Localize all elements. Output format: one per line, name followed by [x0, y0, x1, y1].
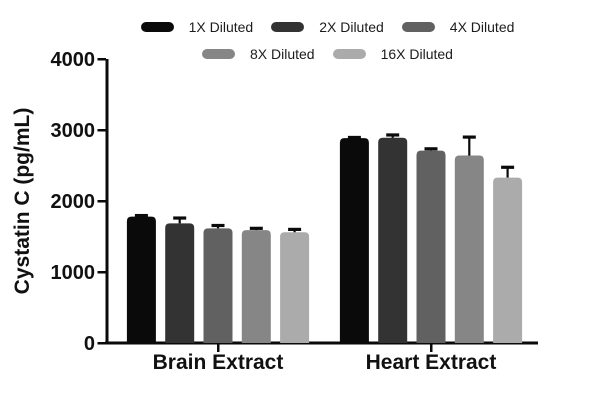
bar: [126, 216, 156, 343]
legend-row: 8X Diluted 16X Diluted: [105, 44, 550, 64]
bar: [280, 232, 310, 343]
x-category-label: Brain Extract: [153, 351, 284, 374]
bar: [241, 230, 271, 343]
bar: [203, 228, 233, 343]
legend-row: 1X Diluted 2X Diluted 4X Diluted: [105, 17, 550, 37]
bar: [493, 177, 523, 343]
legend-label: 8X Diluted: [250, 46, 315, 62]
y-tick-label: 4000: [51, 49, 96, 71]
legend-label: 1X Diluted: [188, 19, 254, 35]
legend-swatch: [202, 49, 235, 59]
x-category-label: Heart Extract: [366, 351, 497, 374]
legend-label: 4X Diluted: [449, 19, 515, 35]
y-axis-title: Cystatin C (pg/mL): [11, 108, 34, 295]
legend: 1X Diluted 2X Diluted 4X Diluted 8X Diluted…: [105, 17, 550, 71]
legend-item: 1X Diluted: [140, 19, 254, 35]
legend-item: 2X Diluted: [271, 19, 384, 35]
bar: [416, 150, 446, 343]
bar: [454, 155, 484, 343]
legend-label: 2X Diluted: [319, 19, 384, 35]
legend-item: 16X Diluted: [332, 46, 453, 62]
y-tick-label: 1000: [51, 262, 96, 284]
legend-swatch: [401, 22, 435, 32]
legend-item: 4X Diluted: [401, 19, 515, 35]
bar: [339, 138, 369, 343]
legend-swatch: [140, 22, 174, 32]
legend-swatch: [332, 49, 366, 59]
bar: [378, 137, 408, 343]
y-tick-label: 0: [84, 333, 95, 355]
bar: [165, 223, 195, 343]
legend-item: 8X Diluted: [202, 46, 315, 62]
legend-swatch: [271, 22, 305, 32]
legend-label: 16X Diluted: [380, 46, 453, 62]
y-tick-label: 3000: [51, 120, 96, 142]
y-tick-label: 2000: [51, 191, 96, 213]
